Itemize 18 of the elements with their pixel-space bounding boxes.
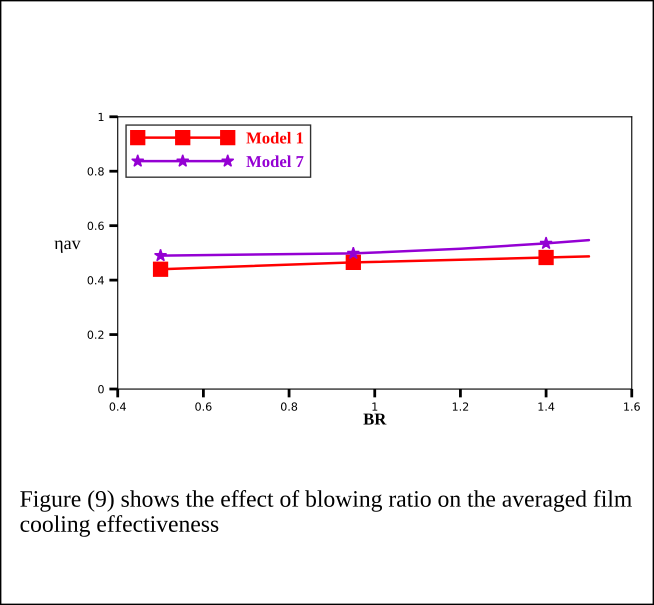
- x-axis-title: BR: [363, 414, 386, 425]
- y-tick-label: 0: [98, 384, 104, 394]
- legend-label: Model 1: [246, 132, 304, 144]
- x-tick-label: 0.4: [110, 402, 126, 411]
- y-tick-label: 0.8: [88, 167, 104, 176]
- y-tick-label: 0.6: [88, 222, 104, 230]
- y-tick-label: 0.4: [88, 276, 104, 284]
- x-tick-label: 0.6: [195, 402, 212, 411]
- x-tick-label: 0.8: [280, 402, 298, 411]
- x-tick-label: 1: [372, 402, 378, 411]
- legend-label: Model 7: [246, 155, 304, 168]
- x-tick-label: 1.6: [624, 402, 640, 411]
- x-tick-label: 1.4: [538, 402, 554, 411]
- y-axis-title: ηav: [54, 240, 81, 253]
- text: Figure (9) shows the effect of blowing ratio on the averaged film cooling effectiveness: [20, 490, 632, 537]
- y-tick-label: 0.2: [88, 330, 104, 339]
- x-tick-label: 1.2: [452, 402, 468, 411]
- y-tick-label: 1: [98, 112, 104, 121]
